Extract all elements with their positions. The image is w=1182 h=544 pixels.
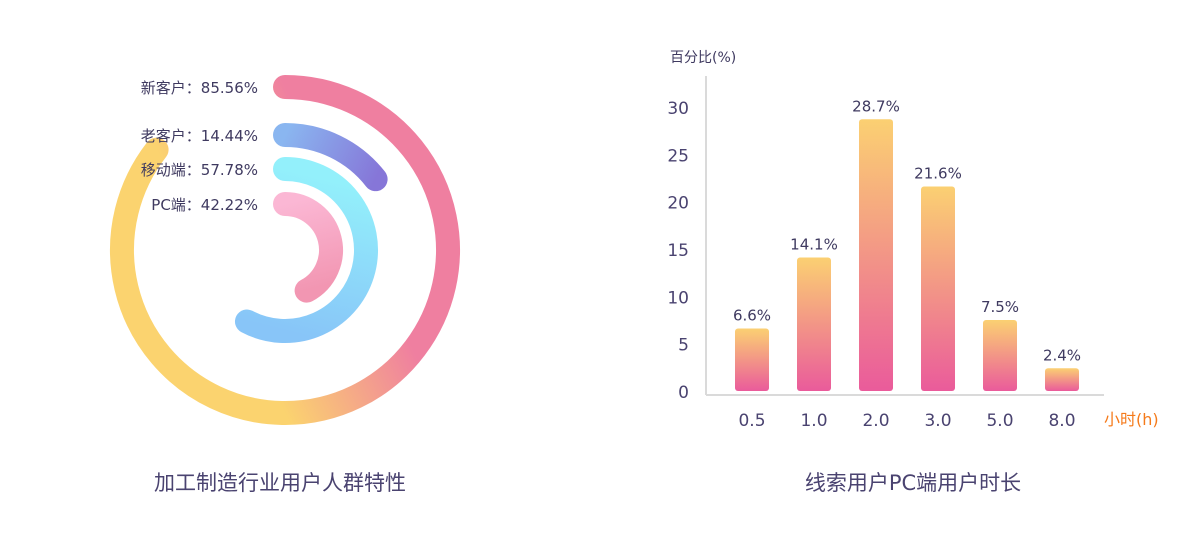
radial-arc-3 <box>234 157 378 343</box>
y-tick-25: 25 <box>667 146 689 166</box>
radial-arc-1 <box>110 75 460 425</box>
data-label-1.0: 14.1% <box>790 236 838 254</box>
x-tick-0.5: 0.5 <box>738 411 765 431</box>
y-tick-10: 10 <box>667 288 689 308</box>
y-tick-0: 0 <box>678 383 689 403</box>
x-tick-1.0: 1.0 <box>800 411 827 431</box>
data-label-2.0: 28.7% <box>852 97 900 115</box>
radial-arc-4 <box>273 192 343 303</box>
radial-chart-title: 加工制造行业用户人群特性 <box>154 471 406 495</box>
radial-label-2: 老客户：14.44% <box>141 127 258 145</box>
data-label-8.0: 2.4% <box>1043 346 1081 364</box>
y-axis-label: 百分比(%) <box>670 50 736 66</box>
bar-1.0 <box>797 257 831 391</box>
x-tick-5.0: 5.0 <box>986 411 1013 431</box>
radial-label-1: 新客户：85.56% <box>141 79 258 97</box>
data-label-0.5: 6.6% <box>733 307 771 325</box>
y-tick-30: 30 <box>667 99 689 119</box>
data-label-5.0: 7.5% <box>981 298 1019 316</box>
y-tick-labels: 0 5 10 15 20 25 30 <box>667 99 689 403</box>
y-tick-20: 20 <box>667 194 689 214</box>
bar-3.0 <box>921 186 955 391</box>
bars: 6.6% 0.5 14.1% 1.0 28.7% 2.0 21.6% 3.0 7.5% 5.0 2.… <box>733 97 1081 431</box>
bar-0.5 <box>735 328 769 391</box>
bar-5.0 <box>983 320 1017 391</box>
y-tick-5: 5 <box>678 336 689 356</box>
data-label-3.0: 21.6% <box>914 165 962 183</box>
bar-2.0 <box>859 119 893 391</box>
x-axis-label: 小时(h) <box>1104 410 1159 429</box>
bar-chart-title: 线索用户PC端用户时长 <box>805 471 1021 495</box>
radial-label-3: 移动端：57.78% <box>141 161 258 179</box>
radial-arc-2 <box>273 123 388 192</box>
radial-chart: 新客户：85.56% 老客户：14.44% 移动端：57.78% PC端：42.22% <box>110 75 460 425</box>
bar-8.0 <box>1045 368 1079 391</box>
x-tick-3.0: 3.0 <box>924 411 951 431</box>
x-tick-8.0: 8.0 <box>1048 411 1075 431</box>
radial-label-4: PC端：42.22% <box>151 196 258 214</box>
bar-chart: 百分比(%) 小时(h) 0 5 10 15 20 25 30 6.6% 0.5 14.1% 1.… <box>667 50 1158 431</box>
y-tick-15: 15 <box>667 241 689 261</box>
x-tick-2.0: 2.0 <box>862 411 889 431</box>
